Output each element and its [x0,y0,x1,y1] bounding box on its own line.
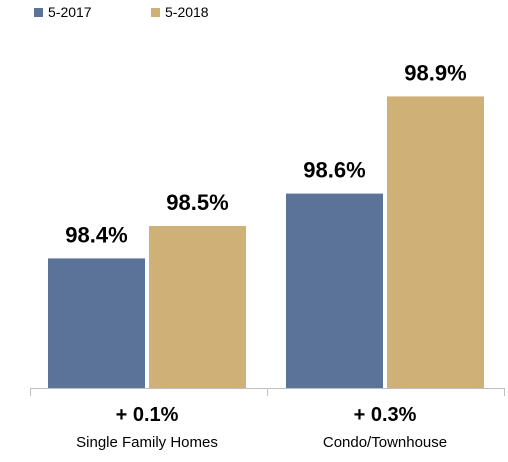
data-label-2-1: 98.6% [303,158,365,183]
bar-1-2 [149,226,246,388]
data-label-2-2: 98.9% [404,60,466,85]
legend-swatch-1 [34,8,43,17]
legend-label-1: 5-2017 [48,4,92,20]
bar-1-1 [48,258,145,388]
change-label-2: + 0.3% [354,404,417,426]
data-label-1-2: 98.5% [166,190,228,215]
data-label-1-1: 98.4% [65,222,127,247]
bar-2-1 [286,193,383,388]
change-label-1: + 0.1% [116,404,179,426]
legend-swatch-2 [151,8,160,17]
legend-label-2: 5-2018 [165,4,209,20]
bar-2-2 [387,96,484,389]
category-label-2: Condo/Townhouse [323,434,447,451]
category-label-1: Single Family Homes [76,434,218,451]
